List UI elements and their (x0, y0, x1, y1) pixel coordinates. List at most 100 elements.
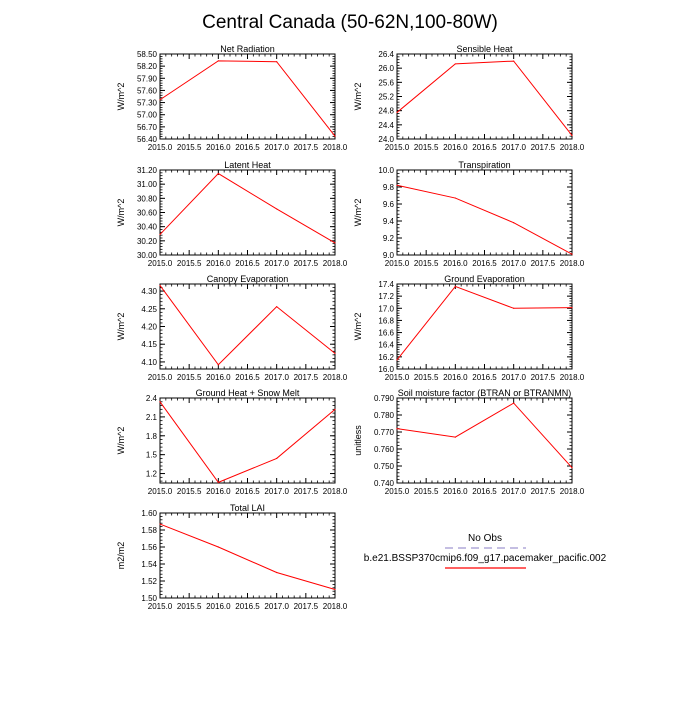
panel-soil-moisture-factor-btran-or-btranmn: Soil moisture factor (BTRAN or BTRANMN) u… (353, 388, 585, 496)
panel-total-lai-ytick-label: 1.56 (141, 543, 157, 552)
panel-sensible-heat-xtick-label: 2017.0 (501, 143, 526, 152)
panel-total-lai-xtick-label: 2015.0 (148, 602, 173, 611)
panel-soil-moisture-factor-btran-or-btranmn-ytick-label: 0.740 (374, 479, 395, 488)
panel-canopy-evaporation-frame (159, 283, 336, 370)
panel-transpiration-xtick-label: 2018.0 (560, 259, 585, 268)
panel-ground-evaporation-title: Ground Evaporation (444, 274, 525, 284)
panel-sensible-heat-xtick-label: 2015.5 (414, 143, 439, 152)
panel-canopy-evaporation-data-point (334, 352, 336, 355)
panel-latent-heat-xtick-label: 2015.0 (148, 259, 173, 268)
panel-sensible-heat-series-line (396, 60, 573, 136)
panel-transpiration-xtick-label: 2017.5 (531, 259, 556, 268)
panel-ground-evaporation-ytick-label: 17.2 (378, 292, 394, 301)
panel-ground-heat-snow-melt-ytick-label: 2.1 (146, 413, 158, 422)
panel-net-radiation-title: Net Radiation (220, 44, 275, 54)
panel-canopy-evaporation-xtick-label: 2017.5 (294, 373, 319, 382)
panel-ground-evaporation-xtick-label: 2016.5 (472, 373, 497, 382)
panel-latent-heat-xtick-label: 2016.5 (235, 259, 260, 268)
panel-latent-heat-xtick-label: 2016.0 (206, 259, 231, 268)
panel-latent-heat-ytick-label: 30.40 (137, 223, 158, 232)
panel-transpiration-ytick-label: 10.0 (378, 166, 394, 175)
panel-net-radiation-frame (159, 53, 336, 140)
panel-latent-heat-data-point (159, 233, 161, 236)
panel-canopy-evaporation-ytick-label: 4.30 (141, 287, 157, 296)
panel-net-radiation-ytick-label: 56.70 (137, 123, 158, 132)
panel-ground-evaporation-ytick-label: 17.4 (378, 280, 394, 289)
panel-ground-heat-snow-melt-xtick-label: 2016.0 (206, 487, 231, 496)
panel-latent-heat-ytick-label: 30.20 (137, 237, 158, 246)
panel-transpiration-xtick-label: 2017.0 (501, 259, 526, 268)
panel-total-lai-data-point (334, 588, 336, 591)
panel-total-lai-ytick-label: 1.50 (141, 594, 157, 603)
panel-soil-moisture-factor-btran-or-btranmn-xtick-label: 2017.0 (501, 487, 526, 496)
panel-transpiration-data-point (454, 197, 456, 199)
panel-transpiration-data-point (513, 222, 515, 224)
panel-soil-moisture-factor-btran-or-btranmn-data-point (513, 402, 515, 404)
panel-total-lai-xtick-label: 2015.5 (177, 602, 202, 611)
panel-soil-moisture-factor-btran-or-btranmn-ytick-label: 0.770 (374, 428, 395, 437)
panel-total-lai-xtick-label: 2018.0 (323, 602, 348, 611)
panel-latent-heat-data-point (217, 172, 219, 175)
panel-net-radiation-xtick-label: 2017.0 (264, 143, 289, 152)
panel-ground-heat-snow-melt-xtick-label: 2015.0 (148, 487, 173, 496)
panel-transpiration-data-point (396, 184, 398, 186)
panel-transpiration-data-point (571, 253, 573, 255)
panel-soil-moisture-factor-btran-or-btranmn-xtick-label: 2015.0 (385, 487, 410, 496)
panel-sensible-heat-ytick-label: 24.8 (378, 107, 394, 116)
panel-soil-moisture-factor-btran-or-btranmn-data-point (571, 467, 573, 469)
panel-net-radiation-ytick-label: 57.00 (137, 111, 158, 120)
panel-net-radiation-ytick-label: 56.40 (137, 135, 158, 144)
panel-net-radiation-ytick-label: 58.50 (137, 50, 158, 59)
panel-total-lai-title: Total LAI (230, 503, 265, 513)
panel-sensible-heat-xtick-label: 2016.0 (443, 143, 468, 152)
panel-latent-heat-data-point (276, 208, 278, 210)
panel-total-lai-data-point (217, 546, 219, 548)
panel-sensible-heat-ytick-label: 25.2 (378, 93, 394, 102)
panel-canopy-evaporation-xtick-label: 2017.0 (264, 373, 289, 382)
panel-latent-heat-ytick-label: 31.20 (137, 166, 158, 175)
panel-canopy-evaporation-ytick-label: 4.20 (141, 323, 157, 332)
panel-ground-heat-snow-melt-title: Ground Heat + Snow Melt (196, 388, 300, 398)
panel-canopy-evaporation-ytick-label: 4.15 (141, 340, 157, 349)
panel-sensible-heat-data-point (454, 63, 456, 65)
panel-soil-moisture-factor-btran-or-btranmn-title: Soil moisture factor (BTRAN or BTRANMN) (398, 388, 572, 398)
panel-canopy-evaporation-data-point (159, 284, 161, 287)
panel-ground-heat-snow-melt-data-point (334, 408, 336, 410)
panel-canopy-evaporation-xtick-label: 2015.0 (148, 373, 173, 382)
panel-soil-moisture-factor-btran-or-btranmn-ytick-label: 0.780 (374, 411, 395, 420)
panel-soil-moisture-factor-btran-or-btranmn-data-point (396, 428, 398, 430)
panel-net-radiation-xtick-label: 2017.5 (294, 143, 319, 152)
panel-transpiration-ytick-label: 9.8 (383, 183, 395, 192)
panel-transpiration-series-line (396, 184, 573, 255)
panel-transpiration-frame (396, 169, 573, 256)
panel-soil-moisture-factor-btran-or-btranmn-xtick-label: 2015.5 (414, 487, 439, 496)
panel-ground-evaporation-ytick-label: 16.0 (378, 365, 394, 374)
panel-latent-heat-ytick-label: 30.80 (137, 194, 158, 203)
panel-net-radiation-data-point (217, 60, 219, 62)
panel-sensible-heat-xtick-label: 2015.0 (385, 143, 410, 152)
panel-ground-evaporation-series-line (396, 285, 573, 361)
panel-ground-evaporation-ytick-label: 16.8 (378, 316, 394, 325)
panel-ground-evaporation-xtick-label: 2018.0 (560, 373, 585, 382)
panel-ground-evaporation-data-point (571, 307, 573, 309)
panel-ground-heat-snow-melt-ytick-label: 2.4 (146, 394, 158, 403)
panel-canopy-evaporation-xtick-label: 2015.5 (177, 373, 202, 382)
panel-ground-heat-snow-melt-xtick-label: 2015.5 (177, 487, 202, 496)
panel-soil-moisture-factor-btran-or-btranmn-xtick-label: 2018.0 (560, 487, 585, 496)
panel-total-lai-frame (159, 512, 336, 599)
panel-ground-heat-snow-melt-data-point (217, 481, 219, 483)
panel-ground-evaporation-data-point (396, 359, 398, 361)
panel-latent-heat-ytick-label: 31.00 (137, 180, 158, 189)
panel-soil-moisture-factor-btran-or-btranmn-ytick-label: 0.790 (374, 394, 395, 403)
panel-ground-heat-snow-melt-xtick-label: 2017.0 (264, 487, 289, 496)
panel-sensible-heat-frame (396, 53, 573, 140)
panel-sensible-heat-ytick-label: 24.0 (378, 135, 394, 144)
panel-transpiration-ylabel: W/m^2 (353, 199, 363, 227)
panel-transpiration-title: Transpiration (458, 160, 510, 170)
panel-latent-heat: Latent Heat W/m^2 2015.0 2015.5 2016.0 2016.5… (116, 160, 348, 268)
panel-transpiration-ytick-label: 9.0 (383, 251, 395, 260)
panel-canopy-evaporation-xtick-label: 2016.0 (206, 373, 231, 382)
panel-latent-heat-series-line (159, 172, 336, 244)
panel-ground-evaporation: Ground Evaporation W/m^2 2015.0 2015.5 2016.… (353, 274, 585, 382)
